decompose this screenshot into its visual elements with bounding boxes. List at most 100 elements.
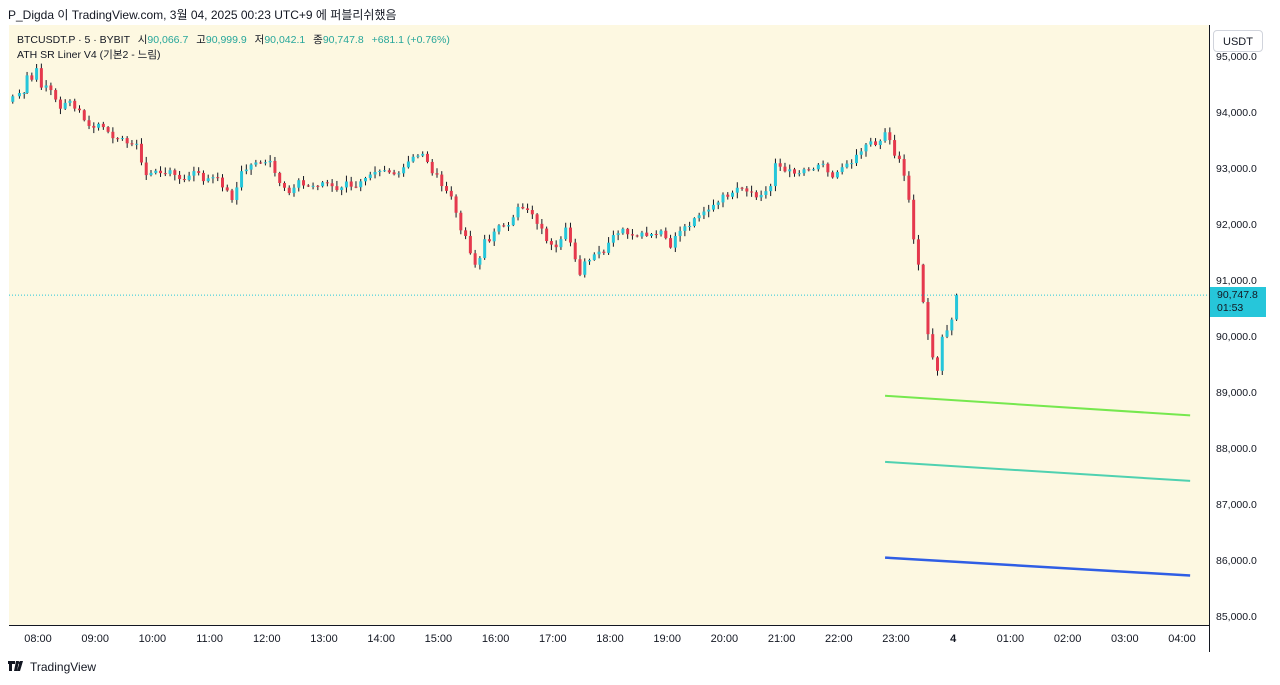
candle-up xyxy=(707,209,711,212)
candle-up xyxy=(692,218,696,226)
candle-down xyxy=(435,173,439,175)
candle-down xyxy=(912,199,916,240)
time-axis-label: 19:00 xyxy=(653,633,681,645)
time-axis-label: 02:00 xyxy=(1053,633,1082,645)
candle-up xyxy=(340,187,344,191)
candle-up xyxy=(292,187,296,194)
symbol-label[interactable]: BTCUSDT.P · 5 · BYBIT xyxy=(17,34,130,46)
candle-down xyxy=(178,174,182,180)
candle-down xyxy=(750,191,754,193)
candle-down xyxy=(635,235,639,237)
candle-down xyxy=(740,187,744,189)
candle-down xyxy=(92,125,96,128)
currency-button[interactable]: USDT xyxy=(1213,30,1263,52)
candle-down xyxy=(664,230,668,239)
candle-down xyxy=(549,241,553,245)
candle-up xyxy=(697,215,701,219)
candle-down xyxy=(182,179,186,181)
candle-up xyxy=(945,330,949,337)
price-axis-label: 90,000.0 xyxy=(1216,331,1257,343)
plot-area[interactable] xyxy=(9,25,1209,625)
candle-down xyxy=(216,177,220,179)
price-axis-label: 91,000.0 xyxy=(1216,275,1257,287)
candle-down xyxy=(888,132,892,141)
candle-up xyxy=(297,180,301,188)
candle-down xyxy=(454,196,458,213)
candle-down xyxy=(831,172,835,178)
time-axis-label: 03:00 xyxy=(1111,633,1139,645)
candle-down xyxy=(530,210,534,215)
candle-up xyxy=(592,254,596,260)
indicator-legend[interactable]: ATH SR Liner V4 (기본2 - 느림) xyxy=(17,48,450,63)
candle-down xyxy=(230,190,234,200)
candle-down xyxy=(793,169,796,174)
candle-up xyxy=(25,75,29,93)
candle-down xyxy=(425,153,429,162)
candle-up xyxy=(869,141,873,145)
candle-down xyxy=(778,163,782,167)
candle-up xyxy=(769,186,773,192)
candle-up xyxy=(263,162,267,164)
candle-up xyxy=(240,171,244,188)
candle-down xyxy=(459,212,463,231)
candle-up xyxy=(411,156,415,162)
last-price-label: 90,747.8 01:53 xyxy=(1210,287,1266,317)
candle-down xyxy=(445,186,449,191)
candle-down xyxy=(526,208,530,211)
price-axis[interactable] xyxy=(1209,25,1266,652)
price-axis-label: 92,000.0 xyxy=(1216,219,1257,231)
candle-down xyxy=(130,143,134,145)
time-axis-label: 04:00 xyxy=(1168,633,1196,645)
high-value: 90,999.9 xyxy=(205,34,247,46)
chart-legend: BTCUSDT.P · 5 · BYBIT 시90,066.7 고90,999.… xyxy=(17,33,450,63)
price-axis-label: 87,000.0 xyxy=(1216,499,1257,511)
candle-up xyxy=(206,178,210,182)
time-axis[interactable] xyxy=(9,625,1209,652)
candle-up xyxy=(17,93,21,97)
candle-up xyxy=(516,206,520,218)
candle-up xyxy=(511,217,515,226)
time-axis-label: 11:00 xyxy=(196,633,223,645)
candle-down xyxy=(807,169,811,171)
candle-down xyxy=(897,155,901,160)
candle-down xyxy=(926,302,930,335)
price-axis-label: 88,000.0 xyxy=(1216,443,1257,455)
price-axis-label: 93,000.0 xyxy=(1216,163,1257,175)
candle-up xyxy=(835,171,839,178)
candle-down xyxy=(197,171,201,173)
time-axis-label: 22:00 xyxy=(825,633,853,645)
candle-up xyxy=(492,231,496,242)
low-label: 저 xyxy=(254,34,265,46)
indicator-label[interactable]: ATH SR Liner V4 (기본2 - 느림) xyxy=(17,49,161,61)
last-price-value: 90,747.8 xyxy=(1217,289,1258,301)
candle-up xyxy=(859,151,863,155)
candle-up xyxy=(940,336,944,371)
candle-up xyxy=(773,163,777,187)
candle-up xyxy=(621,228,625,234)
sr-line-2 xyxy=(885,460,1191,482)
candle-up xyxy=(68,100,72,103)
candle-up xyxy=(640,232,644,237)
candle-down xyxy=(578,259,582,275)
footer-brand-text: TradingView xyxy=(30,660,97,674)
candle-up xyxy=(588,259,592,262)
candle-down xyxy=(144,162,148,176)
candle-up xyxy=(22,92,26,94)
open-label: 시 xyxy=(137,34,148,46)
candle-down xyxy=(654,233,658,235)
candle-up xyxy=(421,153,425,156)
candle-up xyxy=(802,169,806,174)
time-axis-label: 09:00 xyxy=(81,633,109,645)
candle-down xyxy=(669,238,673,248)
candle-down xyxy=(826,163,830,173)
time-axis-label: 16:00 xyxy=(481,633,510,645)
footer-brand[interactable]: TradingView xyxy=(8,660,96,674)
candle-down xyxy=(73,100,77,109)
price-axis-label: 89,000.0 xyxy=(1216,387,1257,399)
candle-down xyxy=(726,194,730,197)
candle-down xyxy=(745,188,749,192)
price-axis-label: 94,000.0 xyxy=(1216,107,1257,119)
candle-up xyxy=(616,233,620,236)
publish-header: P_Digda 이 TradingView.com, 3월 04, 2025 0… xyxy=(8,8,397,22)
candle-down xyxy=(159,170,163,174)
